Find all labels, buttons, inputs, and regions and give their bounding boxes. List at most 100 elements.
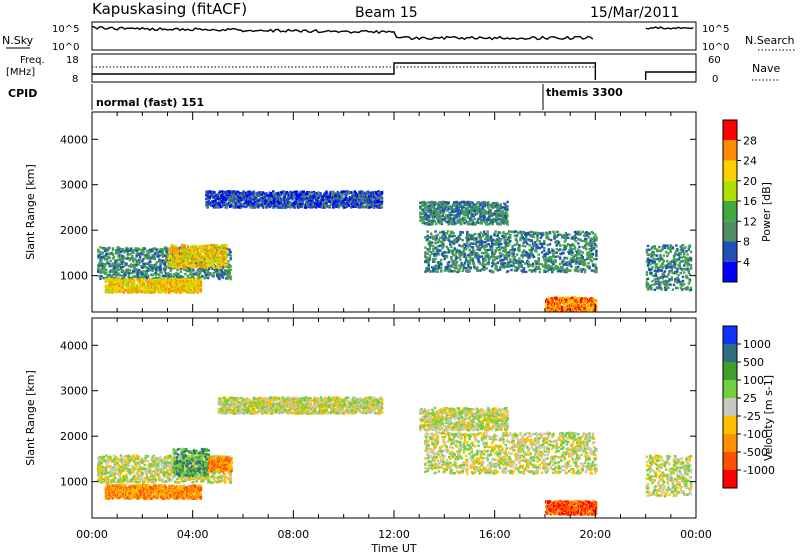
- echo-cell: [569, 246, 572, 250]
- echo-cell: [354, 191, 358, 195]
- echo-cell: [304, 206, 308, 209]
- echo-cell: [222, 203, 225, 206]
- echo-cell: [105, 284, 109, 287]
- echo-cell: [221, 267, 224, 270]
- echo-cell: [431, 241, 434, 244]
- echo-cell: [119, 260, 123, 264]
- echo-cell: [446, 230, 450, 233]
- echo-cell: [465, 258, 468, 261]
- echo-cell: [200, 269, 203, 272]
- echo-cell: [242, 203, 245, 206]
- echo-cell: [494, 230, 497, 233]
- echo-cell: [196, 272, 200, 275]
- echo-cell: [203, 270, 206, 274]
- echo-cell: [215, 273, 219, 276]
- echo-cell: [291, 198, 294, 201]
- echo-cell: [579, 250, 582, 253]
- echo-cell: [562, 259, 565, 262]
- echo-cell: [504, 251, 507, 254]
- echo-cell: [108, 270, 111, 274]
- echo-cell: [487, 254, 490, 257]
- echo-cell: [431, 252, 434, 256]
- echo-cell: [166, 250, 169, 253]
- echo-cell: [175, 263, 178, 266]
- echo-cell: [492, 254, 495, 257]
- echo-cell: [111, 284, 114, 287]
- echo-cell: [445, 232, 449, 235]
- echo-cell: [432, 267, 435, 271]
- echo-cell: [133, 270, 136, 273]
- echo-cell: [200, 248, 203, 251]
- echo-cell: [438, 261, 442, 265]
- echo-cell: [186, 245, 190, 248]
- echo-cell: [213, 249, 217, 252]
- echo-cell: [106, 286, 110, 290]
- echo-cell: [115, 273, 118, 277]
- echo-cell: [529, 230, 532, 233]
- echo-cell: [175, 281, 179, 285]
- echo-cell: [454, 252, 458, 255]
- echo-cell: [175, 266, 178, 269]
- echo-cell: [436, 250, 440, 253]
- echo-cell: [145, 271, 149, 275]
- echo-cell: [138, 275, 142, 279]
- echo-cell: [166, 247, 169, 250]
- echo-cell: [432, 266, 435, 269]
- echo-cell: [475, 244, 478, 247]
- echo-cell: [556, 239, 560, 243]
- echo-cell: [192, 264, 195, 267]
- echo-cell: [172, 275, 176, 279]
- nave-label: Nave: [752, 62, 780, 75]
- echo-cell: [175, 252, 178, 255]
- echo-cell: [126, 257, 129, 260]
- echo-cell: [218, 259, 221, 262]
- echo-cell: [462, 264, 466, 267]
- echo-cell: [525, 270, 528, 274]
- echo-cell: [571, 251, 574, 254]
- echo-cell: [472, 250, 476, 253]
- echo-cell: [112, 269, 116, 273]
- echo-cell: [152, 279, 155, 282]
- echo-cell: [287, 196, 291, 199]
- echo-cell: [344, 195, 347, 199]
- echo-cell: [487, 261, 490, 264]
- echo-cell: [115, 272, 118, 275]
- echo-cell: [225, 244, 228, 247]
- echo-cell: [185, 262, 188, 265]
- echo-cell: [168, 256, 171, 259]
- echo-cell: [228, 270, 231, 273]
- echo-cell: [103, 265, 107, 268]
- echo-cell: [437, 266, 441, 270]
- echo-cell: [559, 248, 562, 251]
- echo-cell: [350, 206, 353, 209]
- echo-cell: [332, 206, 335, 209]
- echo-cell: [508, 254, 511, 257]
- echo-cell: [495, 267, 498, 271]
- echo-cell: [241, 198, 244, 202]
- echo-cell: [451, 270, 454, 273]
- echo-cell: [105, 268, 108, 272]
- echo-cell: [492, 262, 495, 265]
- echo-cell: [375, 191, 378, 194]
- echo-cell: [198, 254, 201, 258]
- echo-cell: [169, 246, 173, 249]
- echo-cell: [515, 239, 519, 243]
- echo-cell: [343, 201, 346, 204]
- echo-cell: [206, 276, 210, 280]
- echo-cell: [495, 243, 498, 246]
- echo-cell: [148, 263, 151, 267]
- echo-cell: [477, 254, 480, 257]
- echo-cell: [540, 242, 544, 246]
- echo-cell: [479, 247, 483, 250]
- echo-cell: [380, 191, 384, 194]
- echo-cell: [214, 198, 217, 201]
- echo-cell: [102, 266, 106, 269]
- echo-cell: [377, 190, 380, 193]
- echo-cell: [577, 270, 580, 273]
- echo-cell: [120, 277, 124, 280]
- echo-cell: [483, 244, 486, 248]
- echo-cell: [220, 245, 224, 249]
- echo-cell: [531, 234, 535, 237]
- echo-cell: [175, 272, 178, 275]
